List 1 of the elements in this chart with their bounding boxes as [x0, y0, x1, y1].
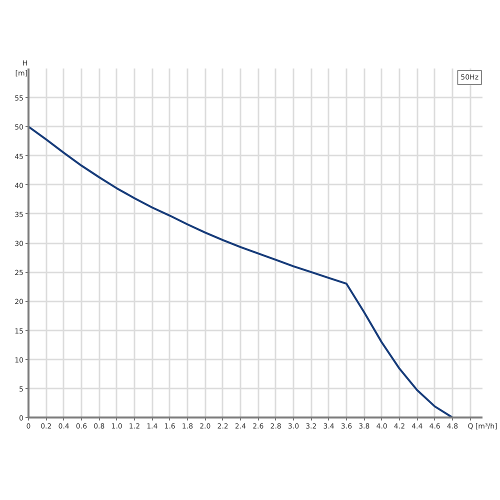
line-series — [28, 126, 454, 418]
